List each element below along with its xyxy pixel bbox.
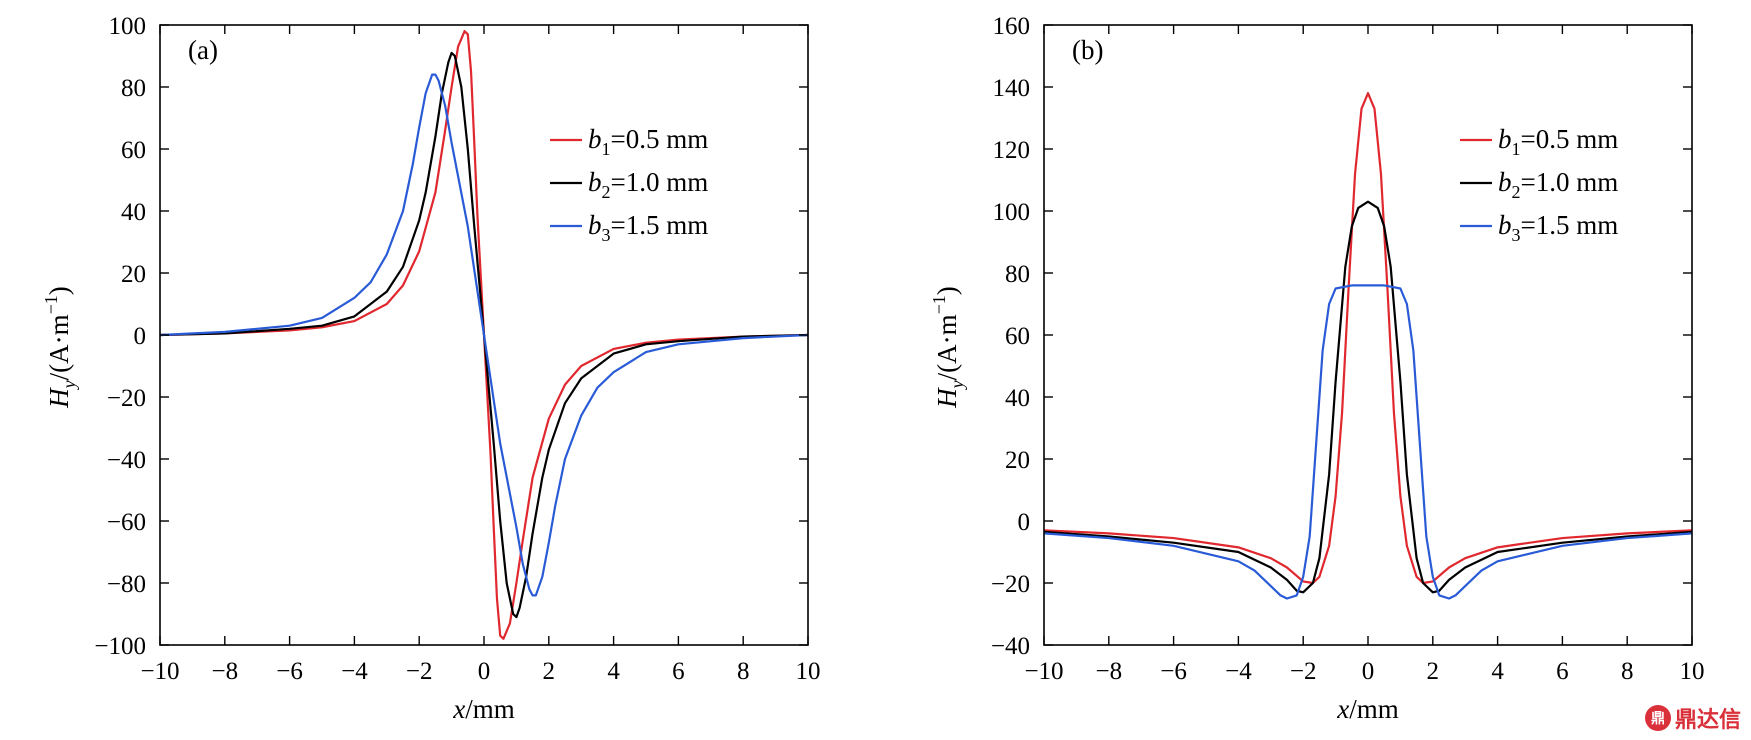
- x-tick-label: −6: [276, 658, 303, 685]
- y-axis-label: Hy/(A·m−1): [929, 286, 967, 409]
- x-tick-label: 4: [1491, 658, 1504, 685]
- legend-entry-3: b3=1.5 mm: [1498, 210, 1618, 245]
- y-tick-label: 80: [121, 75, 146, 102]
- x-tick-label: −8: [211, 658, 238, 685]
- y-tick-label: 40: [1005, 385, 1030, 412]
- y-tick-label: −60: [107, 509, 146, 536]
- x-tick-label: −4: [341, 658, 368, 685]
- legend-entry-2: b2=1.0 mm: [1498, 167, 1618, 202]
- x-tick-label: 6: [1556, 658, 1569, 685]
- y-tick-label: −80: [107, 571, 146, 598]
- panel-label: (b): [1072, 35, 1103, 65]
- y-tick-label: −20: [107, 385, 146, 412]
- x-tick-label: −10: [1024, 658, 1063, 685]
- x-tick-label: −8: [1095, 658, 1122, 685]
- watermark-logo-icon: 鼎: [1644, 705, 1671, 731]
- x-axis-label: x/mm: [1336, 694, 1399, 724]
- legend-entry-3: b3=1.5 mm: [588, 210, 708, 245]
- chart-panel-a: −10 −8 −6 −4 −2 0 2 4 6 8 10100806040200−20−40−60−…: [41, 13, 821, 724]
- y-tick-label: 20: [1005, 447, 1030, 474]
- y-tick-label: 60: [1005, 323, 1030, 350]
- x-tick-label: −2: [1290, 658, 1317, 685]
- x-tick-label: 10: [796, 658, 821, 685]
- y-tick-label: −40: [107, 447, 146, 474]
- series-line-1: [1044, 92, 1692, 585]
- y-tick-label: 80: [1005, 261, 1030, 288]
- x-tick-label: 2: [543, 658, 556, 685]
- y-tick-label: 100: [993, 199, 1031, 226]
- x-axis-label: x/mm: [452, 694, 515, 724]
- x-tick-label: 0: [478, 658, 491, 685]
- y-tick-label: 20: [121, 261, 146, 288]
- legend: b1=0.5 mm b2=1.0 mm b3=1.5 mm: [1460, 124, 1618, 245]
- x-tick-label: 6: [672, 658, 685, 685]
- x-tick-label: −10: [140, 658, 179, 685]
- series-line-3: [1044, 284, 1692, 600]
- x-tick-label: 10: [1680, 658, 1705, 685]
- series-line-2: [1044, 200, 1692, 594]
- y-tick-label: −20: [991, 571, 1030, 598]
- legend-entry-1: b1=0.5 mm: [588, 124, 708, 159]
- legend-entry-2: b2=1.0 mm: [588, 167, 708, 202]
- chart-panel-b: −10 −8 −6 −4 −2 0 2 4 6 8 10160140120100806040200−…: [929, 13, 1705, 724]
- x-tick-label: 0: [1362, 658, 1375, 685]
- y-tick-label: 120: [993, 137, 1031, 164]
- watermark-text: 鼎达信: [1674, 708, 1741, 733]
- y-tick-label: −40: [991, 633, 1030, 660]
- x-tick-label: −4: [1225, 658, 1252, 685]
- x-tick-label: 8: [737, 658, 750, 685]
- y-axis-label: Hy/(A·m−1): [41, 286, 79, 409]
- watermark: 鼎 鼎达信: [1644, 702, 1741, 734]
- y-tick-label: 140: [993, 75, 1031, 102]
- y-tick-label: 160: [993, 13, 1031, 40]
- x-tick-label: −6: [1160, 658, 1187, 685]
- x-tick-label: −2: [406, 658, 433, 685]
- y-tick-label: −100: [94, 633, 146, 660]
- y-tick-label: 40: [121, 199, 146, 226]
- y-tick-label: 60: [121, 137, 146, 164]
- legend: b1=0.5 mm b2=1.0 mm b3=1.5 mm: [550, 124, 708, 245]
- x-tick-label: 4: [607, 658, 620, 685]
- x-tick-label: 2: [1427, 658, 1440, 685]
- plot-frame: [1043, 24, 1693, 646]
- legend-entry-1: b1=0.5 mm: [1498, 124, 1618, 159]
- y-tick-label: 0: [134, 323, 147, 350]
- x-tick-label: 8: [1621, 658, 1634, 685]
- series-line-3: [160, 73, 808, 597]
- y-tick-label: 100: [109, 13, 147, 40]
- y-tick-label: 0: [1018, 509, 1031, 536]
- panel-label: (a): [188, 35, 218, 65]
